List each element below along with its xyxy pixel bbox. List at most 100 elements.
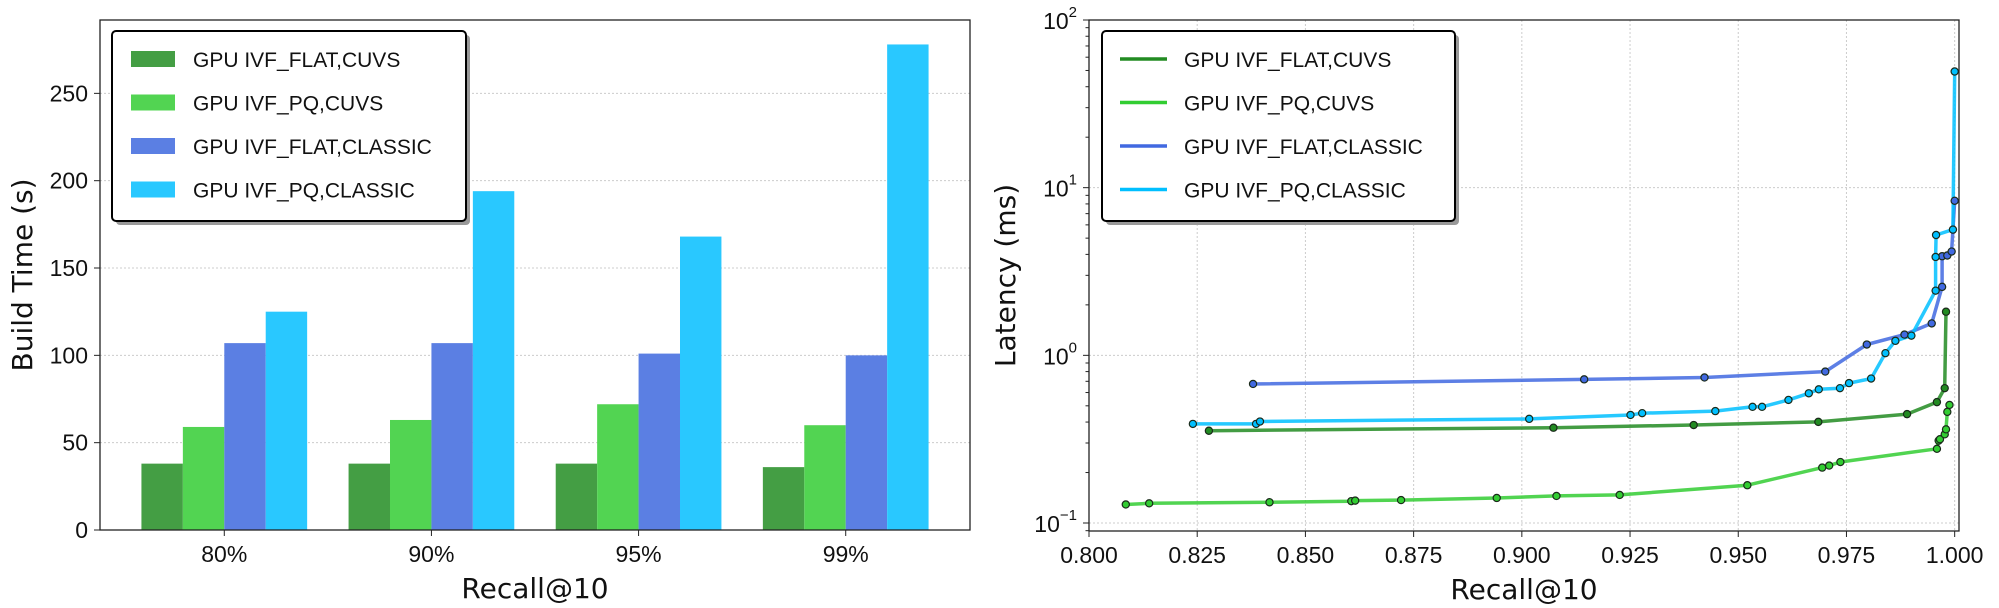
bar xyxy=(472,191,515,531)
data-point xyxy=(1350,496,1360,505)
data-point xyxy=(1121,500,1130,509)
data-point xyxy=(1866,374,1876,383)
data-point xyxy=(1748,402,1757,412)
bar xyxy=(762,467,805,530)
series-line xyxy=(1252,200,1957,386)
x-tick-label: 1.000 xyxy=(1926,542,1984,568)
legend-label: GPU IVF_PQ,CLASSIC xyxy=(1184,180,1406,203)
legend-label: GPU IVF_PQ,CLASSIC xyxy=(193,180,415,203)
data-point xyxy=(1144,499,1154,508)
data-point xyxy=(1881,348,1890,358)
legend-box xyxy=(111,30,467,222)
legend-label: GPU IVF_PQ,CUVS xyxy=(193,93,383,116)
data-point xyxy=(1836,457,1845,467)
bar xyxy=(224,343,266,530)
data-point xyxy=(1940,383,1949,393)
bar xyxy=(804,425,846,530)
data-point xyxy=(1626,410,1635,420)
y-axis-label: Build Time (s) xyxy=(6,178,39,371)
y-tick-label: 0 xyxy=(75,517,88,543)
y-axis-label: Latency (ms) xyxy=(989,184,1022,367)
y-tick-label: 102 xyxy=(1043,4,1077,34)
x-tick-label: 0.950 xyxy=(1709,542,1767,568)
data-point xyxy=(1941,425,1951,434)
y-tick-label: 250 xyxy=(50,80,88,106)
data-point xyxy=(1891,336,1900,346)
data-point xyxy=(1814,417,1823,427)
tick-exponent: 2 xyxy=(1069,4,1077,21)
data-point xyxy=(1932,397,1942,407)
legend-label: GPU IVF_FLAT,CLASSIC xyxy=(1184,136,1423,159)
plot-area xyxy=(1121,67,1959,509)
data-point xyxy=(1637,408,1647,418)
data-point xyxy=(1188,419,1198,429)
data-point xyxy=(1927,319,1936,328)
y-tick-label: 101 xyxy=(1043,172,1077,202)
tick-exponent: 0 xyxy=(1069,339,1077,356)
tick-exponent: −1 xyxy=(1060,507,1077,524)
x-tick-label: 0.850 xyxy=(1277,542,1335,568)
data-point xyxy=(1844,378,1854,388)
legend-label: GPU IVF_PQ,CUVS xyxy=(1184,93,1374,116)
bar xyxy=(348,463,390,530)
y-tick-label: 200 xyxy=(50,168,88,194)
x-tick-label: 0.800 xyxy=(1060,542,1118,568)
data-point xyxy=(1255,417,1265,426)
x-tick-label: 95% xyxy=(616,541,662,567)
data-point xyxy=(1950,196,1959,205)
x-tick-label: 99% xyxy=(823,541,869,567)
legend-swatch xyxy=(131,94,175,111)
data-point xyxy=(1784,395,1793,405)
bar xyxy=(638,353,680,530)
data-point xyxy=(1492,493,1501,503)
data-point xyxy=(1907,331,1916,340)
data-point xyxy=(1814,385,1823,394)
tick-base: 10 xyxy=(1043,343,1069,369)
data-point xyxy=(1524,414,1534,424)
data-point xyxy=(1615,490,1624,500)
data-point xyxy=(1743,481,1752,490)
y-tick-label: 150 xyxy=(50,255,88,281)
bar xyxy=(141,463,183,530)
legend: GPU IVF_FLAT,CUVS GPU IVF_PQ,CUVS GPU IVF_… xyxy=(1101,30,1459,225)
bar xyxy=(182,426,225,530)
bar xyxy=(845,355,888,530)
y-tick-label: 50 xyxy=(62,430,88,456)
axes-frame xyxy=(99,19,971,531)
x-tick-label: 0.825 xyxy=(1168,542,1226,568)
data-point xyxy=(1902,409,1912,419)
legend: GPU IVF_FLAT,CUVS GPU IVF_PQ,CUVS GPU IVF_… xyxy=(111,30,470,225)
data-point xyxy=(1579,375,1589,384)
tick-base: 10 xyxy=(1043,8,1069,34)
data-point xyxy=(1862,340,1872,349)
data-point xyxy=(1931,286,1940,295)
data-point xyxy=(1757,402,1767,412)
bar xyxy=(555,463,598,530)
series-line xyxy=(1208,311,1948,433)
data-point xyxy=(1821,367,1830,376)
x-axis-label: Recall@10 xyxy=(1450,573,1597,606)
tick-exponent: 1 xyxy=(1069,172,1077,189)
data-point xyxy=(1931,230,1941,240)
legend-swatch xyxy=(131,51,175,67)
tick-base: 10 xyxy=(1043,176,1069,202)
data-point xyxy=(1947,247,1956,256)
data-point xyxy=(1948,225,1958,234)
data-point xyxy=(1945,400,1954,410)
data-point xyxy=(1900,330,1909,339)
data-point xyxy=(1941,307,1951,316)
data-point xyxy=(1711,406,1720,416)
x-tick-label: 0.875 xyxy=(1385,542,1443,568)
bar xyxy=(597,404,639,530)
legend-label: GPU IVF_FLAT,CUVS xyxy=(193,49,400,72)
y-tick-label: 10−1 xyxy=(1034,507,1077,537)
data-point xyxy=(1396,495,1406,505)
data-point xyxy=(1552,491,1561,501)
bar xyxy=(680,236,722,530)
bar xyxy=(431,343,473,530)
data-point xyxy=(1689,420,1698,430)
data-point xyxy=(1700,373,1709,382)
x-tick-label: 0.975 xyxy=(1818,542,1876,568)
data-point xyxy=(1835,383,1845,393)
